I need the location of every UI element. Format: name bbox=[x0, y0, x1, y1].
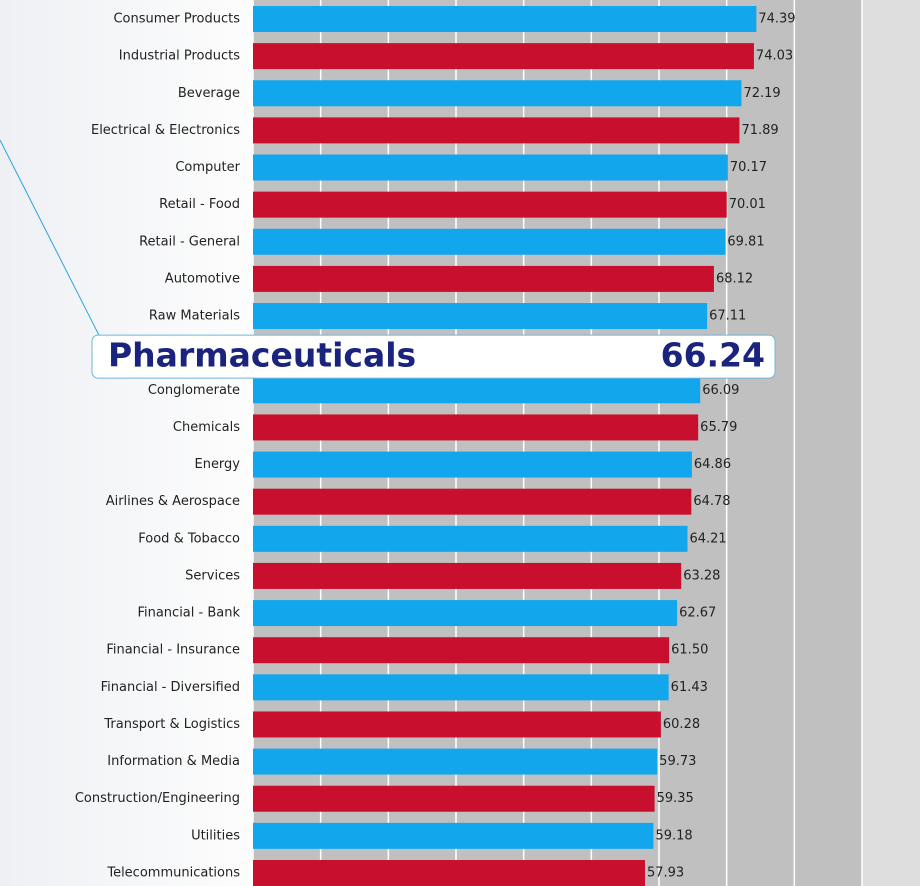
category-label: Industrial Products bbox=[119, 49, 240, 64]
category-label: Utilities bbox=[191, 828, 240, 843]
bar bbox=[253, 488, 692, 515]
value-label: 62.67 bbox=[679, 606, 716, 621]
value-label: 59.18 bbox=[655, 828, 692, 843]
value-label: 59.35 bbox=[657, 791, 694, 806]
bar bbox=[253, 228, 726, 255]
category-label: Computer bbox=[175, 160, 240, 175]
bar bbox=[253, 6, 757, 32]
bar bbox=[253, 748, 658, 775]
bar bbox=[253, 525, 688, 552]
category-label: Raw Materials bbox=[149, 309, 240, 324]
category-label: Conglomerate bbox=[148, 383, 240, 398]
category-label: Electrical & Electronics bbox=[91, 123, 240, 138]
right-margin bbox=[862, 0, 920, 886]
category-label: Food & Tobacco bbox=[138, 531, 240, 546]
value-label: 72.19 bbox=[743, 86, 780, 101]
value-label: 59.73 bbox=[659, 754, 696, 769]
value-label: 64.78 bbox=[693, 494, 730, 509]
bar bbox=[253, 265, 714, 292]
bar bbox=[253, 822, 654, 849]
category-label: Chemicals bbox=[173, 420, 240, 435]
category-label: Telecommunications bbox=[106, 865, 240, 880]
bar bbox=[253, 637, 670, 664]
value-label: 74.39 bbox=[758, 12, 795, 27]
bar bbox=[253, 785, 655, 812]
value-label: 60.28 bbox=[663, 717, 700, 732]
bar bbox=[253, 303, 708, 330]
value-label: 61.50 bbox=[671, 643, 708, 658]
bar bbox=[253, 377, 701, 404]
category-label: Energy bbox=[194, 457, 240, 472]
value-label: 64.21 bbox=[689, 531, 726, 546]
bar bbox=[253, 600, 678, 627]
bar bbox=[253, 191, 727, 218]
category-label: Consumer Products bbox=[113, 12, 240, 27]
category-label: Beverage bbox=[178, 86, 240, 101]
value-label: 69.81 bbox=[727, 234, 764, 249]
value-label: 65.79 bbox=[700, 420, 737, 435]
value-label: 68.12 bbox=[716, 271, 753, 286]
label-background bbox=[0, 0, 253, 886]
category-label: Retail - Food bbox=[159, 197, 240, 212]
bar bbox=[253, 859, 645, 886]
value-label: 57.93 bbox=[647, 865, 684, 880]
category-label: Automotive bbox=[165, 271, 240, 286]
bar bbox=[253, 451, 692, 478]
value-label: 74.03 bbox=[756, 49, 793, 64]
bar bbox=[253, 154, 728, 181]
callout-value: 66.24 bbox=[661, 336, 765, 375]
value-label: 66.09 bbox=[702, 383, 739, 398]
bar bbox=[253, 414, 699, 441]
bar bbox=[253, 117, 740, 144]
value-label: 67.11 bbox=[709, 309, 746, 324]
callout-box bbox=[91, 334, 776, 379]
value-label: 70.17 bbox=[730, 160, 767, 175]
value-label: 64.86 bbox=[694, 457, 731, 472]
bar bbox=[253, 562, 682, 589]
category-label: Financial - Insurance bbox=[106, 643, 240, 658]
value-label: 71.89 bbox=[741, 123, 778, 138]
category-label: Airlines & Aerospace bbox=[106, 494, 240, 509]
bar bbox=[253, 711, 661, 738]
value-label: 61.43 bbox=[671, 680, 708, 695]
value-label: 70.01 bbox=[729, 197, 766, 212]
category-label: Information & Media bbox=[107, 754, 240, 769]
category-label: Transport & Logistics bbox=[103, 717, 240, 732]
plot-background bbox=[253, 0, 862, 886]
bar bbox=[253, 43, 754, 70]
bar bbox=[253, 674, 669, 701]
category-label: Services bbox=[185, 568, 240, 583]
value-label: 63.28 bbox=[683, 568, 720, 583]
category-label: Retail - General bbox=[139, 234, 240, 249]
category-label: Financial - Diversified bbox=[101, 680, 240, 695]
callout-category: Pharmaceuticals bbox=[108, 336, 416, 375]
callout-line bbox=[0, 139, 101, 338]
category-label: Construction/Engineering bbox=[75, 791, 240, 806]
category-label: Financial - Bank bbox=[137, 606, 240, 621]
bar bbox=[253, 80, 742, 107]
